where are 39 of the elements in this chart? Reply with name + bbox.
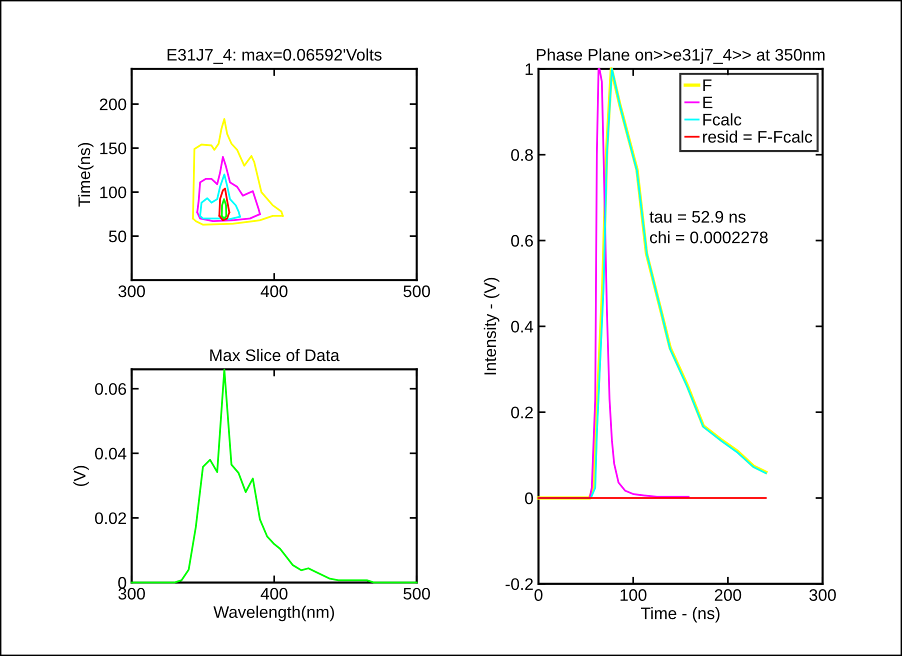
y-tick-label: 0.02 (95, 512, 126, 524)
legend-label: resid = F-Fcalc (703, 130, 812, 143)
y-axis-title: Time(ns) (78, 142, 94, 207)
y-tick-label: 0.04 (95, 448, 126, 460)
y-tick-label: 150 (100, 142, 126, 154)
annotation: chi = 0.0002278 (650, 231, 768, 244)
y-tick-label: 0.06 (95, 383, 126, 395)
x-tick-label: 400 (260, 588, 288, 600)
x-tick-label: 500 (403, 588, 430, 600)
y-tick-label: 0 (118, 576, 126, 589)
x-tick-label: 400 (260, 285, 288, 298)
legend-label: F (703, 79, 712, 91)
y-tick-label: 0.8 (511, 149, 533, 161)
y-tick-label: 0.6 (511, 234, 533, 247)
y-tick-label: -0.2 (506, 578, 533, 590)
x-tick-label: 100 (620, 589, 646, 601)
y-tick-label: 50 (108, 230, 126, 242)
legend-label: E (703, 96, 712, 108)
y-tick-label: 0.4 (511, 320, 534, 333)
x-tick-label: 0 (534, 589, 542, 601)
y-tick-label: 0.2 (511, 406, 533, 418)
y-tick-label: 0 (525, 492, 533, 504)
chart-title: Max Slice of Data (210, 348, 340, 362)
chart-title: Phase Plane on>>e31j7_4>> at 350nm (536, 48, 824, 64)
x-axis-title: Time - (ns) (640, 607, 720, 623)
annotation: tau = 52.9 ns (650, 210, 746, 223)
legend-label: Fcalc (703, 113, 742, 126)
x-tick-label: 200 (714, 589, 742, 601)
x-axis-title: Wavelength(nm) (213, 606, 334, 622)
x-tick-label: 500 (403, 285, 430, 298)
y-tick-label: 100 (100, 186, 126, 198)
y-tick-label: 200 (100, 98, 126, 110)
y-axis-title: (V) (73, 466, 89, 486)
x-tick-label: 300 (118, 285, 145, 298)
x-tick-label: 300 (809, 589, 836, 601)
y-tick-label: 1 (526, 63, 533, 75)
chart-title: E31J7_4: max=0.06592'Volts (168, 48, 382, 64)
x-tick-label: 300 (118, 588, 145, 600)
y-axis-title: Intensity - (V) (484, 278, 500, 374)
